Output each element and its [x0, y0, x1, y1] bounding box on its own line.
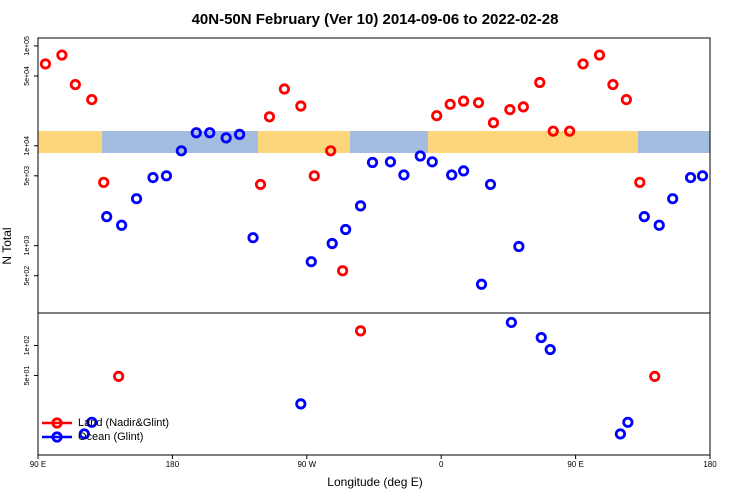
point	[175, 145, 187, 157]
point	[446, 169, 458, 181]
point	[160, 170, 173, 182]
y-tick-label: 5e+04	[24, 66, 31, 86]
point	[544, 343, 556, 356]
map-band	[38, 131, 710, 153]
y-tick-label: 5e+03	[24, 166, 31, 186]
point	[487, 117, 500, 129]
point	[607, 78, 619, 91]
y-tick-label: 1e+04	[24, 136, 31, 156]
point	[366, 156, 379, 169]
point	[634, 176, 646, 188]
point	[513, 240, 525, 253]
point	[247, 232, 259, 244]
point	[577, 58, 589, 70]
point	[444, 98, 456, 110]
legend-marker	[51, 431, 63, 443]
point	[505, 316, 517, 329]
point	[426, 156, 438, 168]
point	[667, 193, 679, 205]
point	[101, 211, 113, 223]
point	[649, 370, 661, 383]
point	[535, 331, 547, 344]
land-band	[38, 131, 102, 153]
point	[263, 111, 276, 123]
point	[190, 127, 202, 139]
y-tick-label: 1e+05	[24, 36, 31, 56]
land-band	[258, 131, 350, 153]
x-tick-label: 90 E	[30, 460, 46, 469]
point	[354, 200, 367, 212]
point	[564, 125, 576, 137]
plot-frame	[37, 37, 711, 456]
point	[325, 145, 337, 157]
series	[78, 127, 709, 440]
point	[337, 265, 349, 277]
point	[696, 170, 709, 182]
point	[116, 219, 128, 231]
legend-label: Land (Nadir&Glint)	[78, 417, 169, 429]
point	[414, 150, 426, 162]
point	[278, 83, 290, 95]
x-tick-label: 0	[439, 460, 444, 469]
point	[354, 325, 367, 337]
point	[684, 171, 697, 184]
point	[484, 178, 497, 191]
point	[98, 176, 110, 188]
x-axis-title: Longitude (deg E)	[327, 475, 422, 489]
point	[620, 93, 632, 106]
y-tick-label: 5e+01	[24, 366, 31, 386]
point	[295, 398, 307, 410]
point	[234, 128, 246, 140]
point	[308, 170, 320, 182]
point	[504, 104, 516, 116]
point	[69, 78, 81, 91]
point	[326, 237, 338, 250]
point	[130, 193, 143, 205]
point	[431, 110, 443, 122]
point	[39, 58, 52, 70]
point	[78, 428, 90, 440]
x-tick-label: 180	[703, 460, 717, 469]
point	[547, 125, 559, 137]
point	[638, 211, 650, 223]
point	[457, 95, 470, 107]
point	[517, 101, 529, 113]
point	[56, 49, 68, 61]
legend-label: Ocean (Glint)	[78, 431, 143, 443]
point	[475, 278, 488, 290]
y-tick-label: 1e+03	[24, 236, 31, 256]
x-tick-label: 90 W	[297, 460, 316, 469]
point	[86, 416, 98, 428]
y-tick-label: 5e+02	[24, 266, 31, 286]
x-tick-label: 90 E	[567, 460, 583, 469]
point	[113, 370, 125, 383]
point	[305, 256, 317, 268]
point	[147, 171, 159, 184]
point	[254, 178, 267, 191]
y-tick-label: 1e+02	[24, 336, 31, 356]
point	[204, 127, 216, 139]
chart-title: 40N-50N February (Ver 10) 2014-09-06 to …	[192, 11, 559, 28]
point	[398, 169, 410, 181]
point	[614, 428, 627, 440]
land-band	[428, 131, 638, 153]
series	[39, 49, 661, 383]
point	[86, 93, 98, 106]
point	[457, 165, 470, 177]
point	[622, 416, 634, 428]
point	[472, 97, 485, 109]
point	[534, 76, 546, 89]
x-tick-label: 180	[166, 460, 180, 469]
legend: Land (Nadir&Glint) Ocean (Glint)	[42, 417, 169, 443]
point	[593, 49, 606, 61]
legend-marker	[51, 417, 63, 429]
point	[340, 223, 352, 236]
y-axis-title: N Total	[0, 227, 14, 264]
point	[384, 156, 397, 168]
point	[220, 132, 232, 144]
point	[295, 100, 307, 112]
point	[653, 219, 665, 231]
